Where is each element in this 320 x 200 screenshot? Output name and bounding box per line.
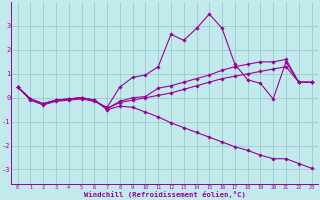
X-axis label: Windchill (Refroidissement éolien,°C): Windchill (Refroidissement éolien,°C)	[84, 191, 245, 198]
